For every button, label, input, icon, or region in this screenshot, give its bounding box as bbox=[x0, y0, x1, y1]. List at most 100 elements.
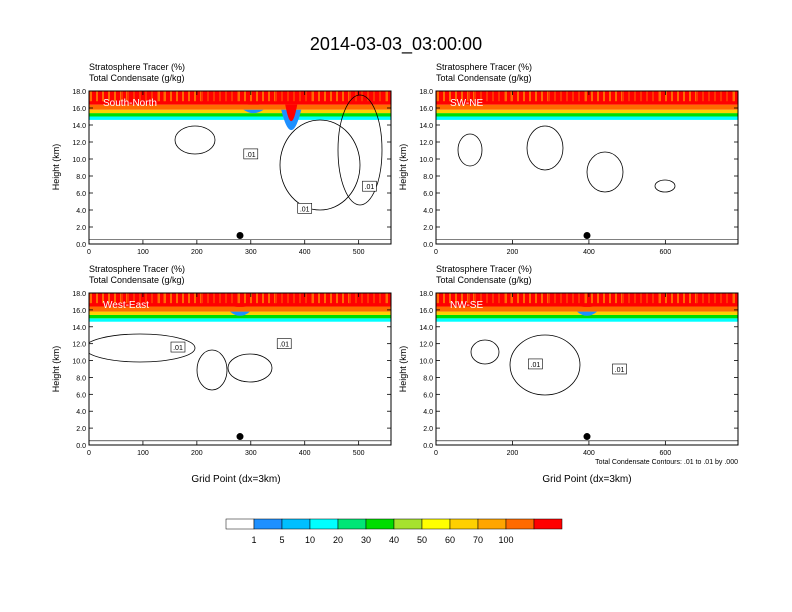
tracer-streak bbox=[330, 293, 332, 304]
tracer-streak bbox=[646, 91, 648, 102]
tracer-streak bbox=[498, 91, 500, 102]
x-tick-label: 200 bbox=[191, 249, 203, 256]
tracer-streak bbox=[511, 91, 513, 102]
tracer-streak bbox=[535, 293, 537, 304]
x-axis-label: Grid Point (dx=3km) bbox=[542, 474, 631, 485]
tracer-streak bbox=[330, 91, 332, 102]
y-tick-label: 18.0 bbox=[419, 291, 433, 298]
condensate-contour bbox=[457, 133, 483, 167]
x-tick-label: 400 bbox=[583, 249, 595, 256]
tracer-streak bbox=[529, 293, 531, 304]
tracer-streak bbox=[324, 91, 326, 102]
tracer-streak bbox=[628, 91, 630, 102]
y-tick-label: 4.0 bbox=[76, 208, 86, 215]
tracer-streak bbox=[726, 91, 728, 102]
contour-label: .01 bbox=[300, 206, 310, 213]
tracer-streak bbox=[548, 91, 550, 102]
y-tick-label: 2.0 bbox=[423, 225, 433, 232]
main-title: 2014-03-03_03:00:00 bbox=[310, 34, 482, 55]
tracer-streak bbox=[108, 293, 110, 304]
y-tick-label: 16.0 bbox=[419, 308, 433, 315]
tracer-streak bbox=[324, 293, 326, 304]
tracer-intrusion-core bbox=[285, 104, 298, 122]
y-tick-label: 18.0 bbox=[419, 89, 433, 96]
tracer-streak bbox=[213, 91, 215, 102]
tracer-streak bbox=[609, 293, 611, 304]
tracer-streak bbox=[665, 91, 667, 102]
tracer-streak bbox=[455, 91, 457, 102]
tracer-streak bbox=[336, 91, 338, 102]
tracer-streak bbox=[262, 293, 264, 304]
tracer-streak bbox=[225, 91, 227, 102]
tracer-streak bbox=[634, 91, 636, 102]
x-tick-label: 400 bbox=[583, 450, 595, 457]
contour-label-box bbox=[170, 341, 186, 353]
tracer-band bbox=[89, 116, 391, 120]
tracer-streak bbox=[176, 293, 178, 304]
tracer-streak bbox=[566, 293, 568, 304]
tracer-streak bbox=[349, 91, 351, 102]
colorbar-swatch bbox=[533, 518, 563, 530]
y-tick-label: 8.0 bbox=[423, 375, 433, 382]
tracer-streak bbox=[367, 293, 369, 304]
plot-area: .01 .01 .01 bbox=[89, 91, 391, 244]
tracer-streak bbox=[622, 91, 624, 102]
y-tick-label: 16.0 bbox=[72, 308, 86, 315]
y-tick-label: 18.0 bbox=[72, 89, 86, 96]
tracer-streak bbox=[367, 91, 369, 102]
subtitle-condensate: Total Condensate (g/kg) bbox=[436, 73, 532, 83]
tracer-streak bbox=[634, 293, 636, 304]
tracer-band bbox=[89, 306, 391, 312]
x-tick-label: 200 bbox=[507, 249, 519, 256]
tracer-streak bbox=[207, 293, 209, 304]
subtitle-condensate: Total Condensate (g/kg) bbox=[436, 275, 532, 285]
colorbar-label: 1 bbox=[251, 535, 256, 545]
tracer-streak bbox=[517, 91, 519, 102]
tracer-streak bbox=[305, 293, 307, 304]
tracer-streak bbox=[622, 293, 624, 304]
tracer-streak bbox=[696, 293, 698, 304]
tracer-streak bbox=[541, 293, 543, 304]
y-tick-label: 0.0 bbox=[423, 242, 433, 249]
x-axis-label: Grid Point (dx=3km) bbox=[191, 474, 280, 485]
location-marker bbox=[583, 232, 591, 239]
tracer-streak bbox=[646, 293, 648, 304]
condensate-contour bbox=[227, 353, 273, 383]
tracer-streak bbox=[201, 91, 203, 102]
tracer-streak bbox=[554, 91, 556, 102]
tracer-band bbox=[436, 109, 738, 114]
x-tick-label: 0 bbox=[434, 450, 438, 457]
colorbar-label: 100 bbox=[498, 535, 513, 545]
tracer-band bbox=[89, 113, 391, 117]
contour-label-box bbox=[612, 363, 627, 375]
colorbar-swatch bbox=[337, 518, 367, 530]
tracer-streak bbox=[349, 293, 351, 304]
tracer-streak bbox=[578, 91, 580, 102]
tracer-streak bbox=[461, 293, 463, 304]
tracer-streak bbox=[437, 293, 439, 304]
tracer-streak bbox=[201, 293, 203, 304]
tracer-streak bbox=[474, 91, 476, 102]
tracer-streak bbox=[373, 91, 375, 102]
tracer-streak bbox=[194, 91, 196, 102]
tracer-streak bbox=[164, 293, 166, 304]
contour-label-box bbox=[297, 203, 313, 214]
tracer-streak bbox=[696, 91, 698, 102]
tracer-streak bbox=[139, 293, 141, 304]
tracer-streak bbox=[158, 293, 160, 304]
tracer-streak bbox=[585, 293, 587, 304]
tracer-streak bbox=[726, 293, 728, 304]
y-tick-label: 12.0 bbox=[72, 342, 86, 349]
tracer-band bbox=[89, 109, 391, 114]
tracer-streak bbox=[535, 91, 537, 102]
contour-label-box bbox=[276, 338, 292, 349]
tracer-streak bbox=[461, 91, 463, 102]
tracer-streak bbox=[609, 91, 611, 102]
tracer-streak bbox=[231, 293, 233, 304]
tracer-streak bbox=[585, 91, 587, 102]
contour-label-box bbox=[528, 358, 543, 370]
tracer-streak bbox=[342, 91, 344, 102]
tracer-streak bbox=[640, 91, 642, 102]
subtitle-tracer: Stratosphere Tracer (%) bbox=[436, 264, 532, 274]
colorbar-swatch bbox=[477, 518, 507, 530]
